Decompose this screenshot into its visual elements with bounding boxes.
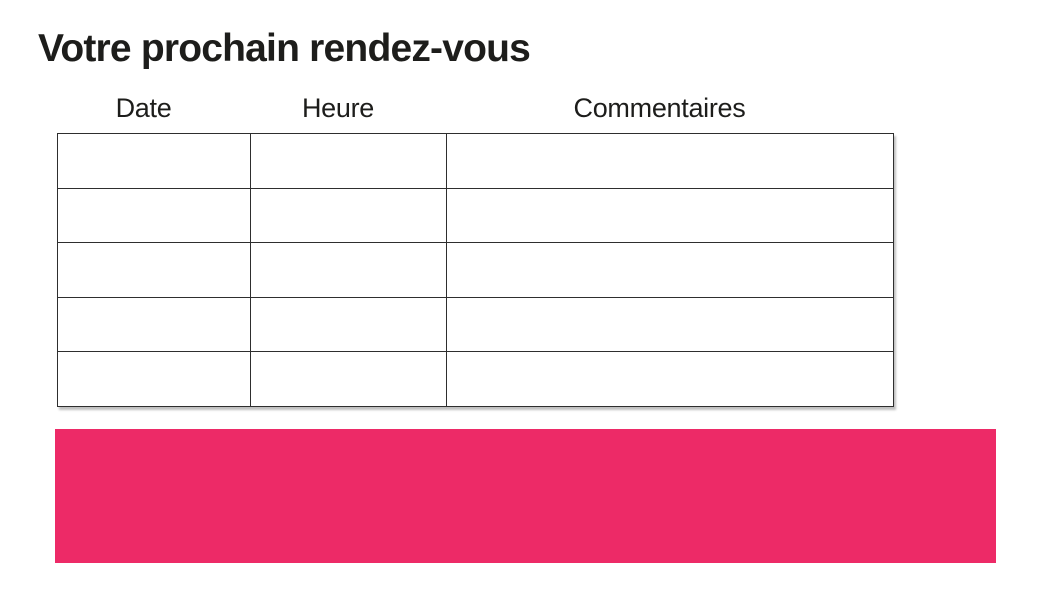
page-title: Votre prochain rendez-vous [38,27,531,70]
table-row [57,296,894,353]
cell-date [57,296,251,353]
column-header-heure: Heure [301,93,375,123]
cell-heure [250,242,447,298]
cell-heure [250,133,447,189]
cell-commentaires [446,296,894,353]
cell-heure [250,187,447,244]
table-row [57,133,894,189]
column-header-commentaires: Commentaires [573,93,746,123]
column-header-date: Date [115,93,172,123]
cell-heure [250,351,447,407]
cell-date [57,187,251,244]
cell-commentaires [446,242,894,298]
cell-date [57,133,251,189]
cell-commentaires [446,187,894,244]
table-row [57,351,894,407]
cell-date [57,351,251,407]
table-row [57,187,894,244]
cell-commentaires [446,133,894,189]
cell-commentaires [446,351,894,407]
appointments-table [57,133,894,407]
bottom-banner [55,429,996,563]
table-row [57,242,894,298]
table-header-row: Date Heure Commentaires [47,92,883,124]
cell-date [57,242,251,298]
cell-heure [250,296,447,353]
